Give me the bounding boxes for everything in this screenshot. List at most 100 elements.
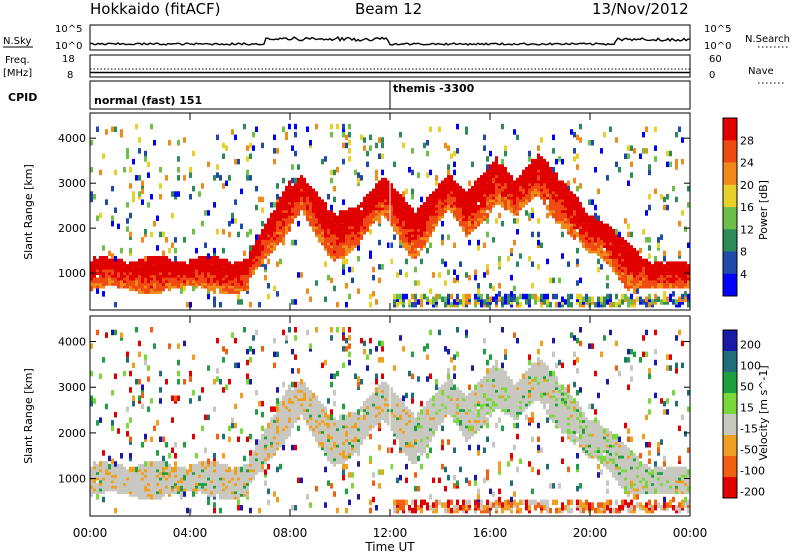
power-cell <box>597 267 600 273</box>
power-cell <box>501 124 504 130</box>
power-cell <box>501 159 504 165</box>
velocity-cell <box>198 396 201 402</box>
power-cell <box>369 191 372 197</box>
nsky-tick-top: 10^5 <box>55 24 82 35</box>
velocity-cell <box>228 379 231 385</box>
velocity-cell <box>291 349 294 355</box>
power-cell <box>336 226 339 232</box>
power-cell <box>237 261 240 267</box>
velocity-cell <box>330 374 333 380</box>
power-cell <box>531 159 534 165</box>
power-cell <box>657 261 660 267</box>
velocity-cell <box>249 508 252 514</box>
power-cell <box>342 199 345 205</box>
power-cell <box>93 194 96 200</box>
power-cell <box>669 162 672 168</box>
power-cell <box>402 210 405 216</box>
power-cell <box>504 189 507 195</box>
velocity-cell <box>408 505 411 511</box>
power-cell <box>555 302 558 308</box>
power-cell <box>579 278 582 284</box>
power-cell <box>552 194 555 200</box>
power-cell <box>345 135 348 141</box>
velocity-cell <box>357 494 360 500</box>
velocity-cell <box>231 332 234 338</box>
velocity-cell <box>177 360 180 366</box>
power-cell <box>345 302 348 308</box>
velocity-cell <box>366 354 369 360</box>
velocity-cell <box>291 445 294 451</box>
power-cell <box>675 164 678 170</box>
velocity-cell <box>261 346 264 352</box>
power-cell <box>153 264 156 270</box>
power-cell <box>606 175 609 181</box>
power-cell <box>654 145 657 151</box>
velocity-cell <box>282 396 285 402</box>
velocity-cell <box>309 343 312 349</box>
power-cell <box>594 205 597 211</box>
power-cell <box>609 302 612 308</box>
power-cell <box>489 151 492 157</box>
power-cell <box>414 267 417 273</box>
power-cell <box>363 145 366 151</box>
power-cell <box>231 129 234 135</box>
power-cell <box>630 145 633 151</box>
power-cell <box>189 172 192 178</box>
velocity-cell <box>213 406 216 412</box>
velocity-cell <box>351 412 354 418</box>
power-cell <box>531 213 534 219</box>
power-cell <box>453 170 456 176</box>
power-cell <box>675 299 678 305</box>
power-cell <box>630 172 633 178</box>
velocity-cell <box>264 469 267 475</box>
power-cell <box>513 129 516 135</box>
velocity-cell <box>336 508 339 514</box>
velocity-cell <box>132 467 135 473</box>
velocity-cell <box>273 491 276 497</box>
power-cell <box>324 208 327 214</box>
power-cell <box>105 129 108 135</box>
power-cell <box>672 186 675 192</box>
velocity-cell <box>246 464 249 470</box>
velocity-cell <box>258 461 261 467</box>
velocity-cell <box>348 343 351 349</box>
power-cell <box>333 213 336 219</box>
power-cell <box>597 189 600 195</box>
velocity-cell <box>369 456 372 462</box>
velocity-cell <box>411 412 414 418</box>
power-cell <box>516 261 519 267</box>
power-cell <box>579 234 582 240</box>
velocity-cell <box>261 401 264 407</box>
power-cell <box>315 191 318 197</box>
power-cell <box>516 229 519 235</box>
power-cell <box>126 202 129 208</box>
power-cell <box>429 194 432 200</box>
velocity-cell <box>156 450 159 456</box>
velocity-cell <box>186 508 189 514</box>
power-cell <box>459 186 462 192</box>
power-cell <box>132 191 135 197</box>
power-cell <box>465 272 468 278</box>
power-cell <box>411 294 414 300</box>
power-cell <box>510 297 513 303</box>
velocity-cell <box>132 401 135 407</box>
power-cell <box>603 224 606 230</box>
power-cell <box>291 240 294 246</box>
power-cell <box>588 224 591 230</box>
power-cell <box>204 210 207 216</box>
velocity-cell <box>189 483 192 489</box>
power-cell <box>438 127 441 133</box>
velocity-cell <box>153 469 156 475</box>
velocity-cell <box>414 508 417 514</box>
power-cell <box>144 156 147 162</box>
power-cell <box>264 224 267 230</box>
velocity-cell <box>114 374 117 380</box>
velocity-cell <box>231 417 234 423</box>
velocity-cell <box>240 467 243 473</box>
power-cell <box>525 294 528 300</box>
power-cell <box>111 253 114 258</box>
power-cell <box>648 164 651 170</box>
power-cell <box>579 137 582 143</box>
power-cell <box>558 302 561 308</box>
power-cell <box>378 181 381 187</box>
